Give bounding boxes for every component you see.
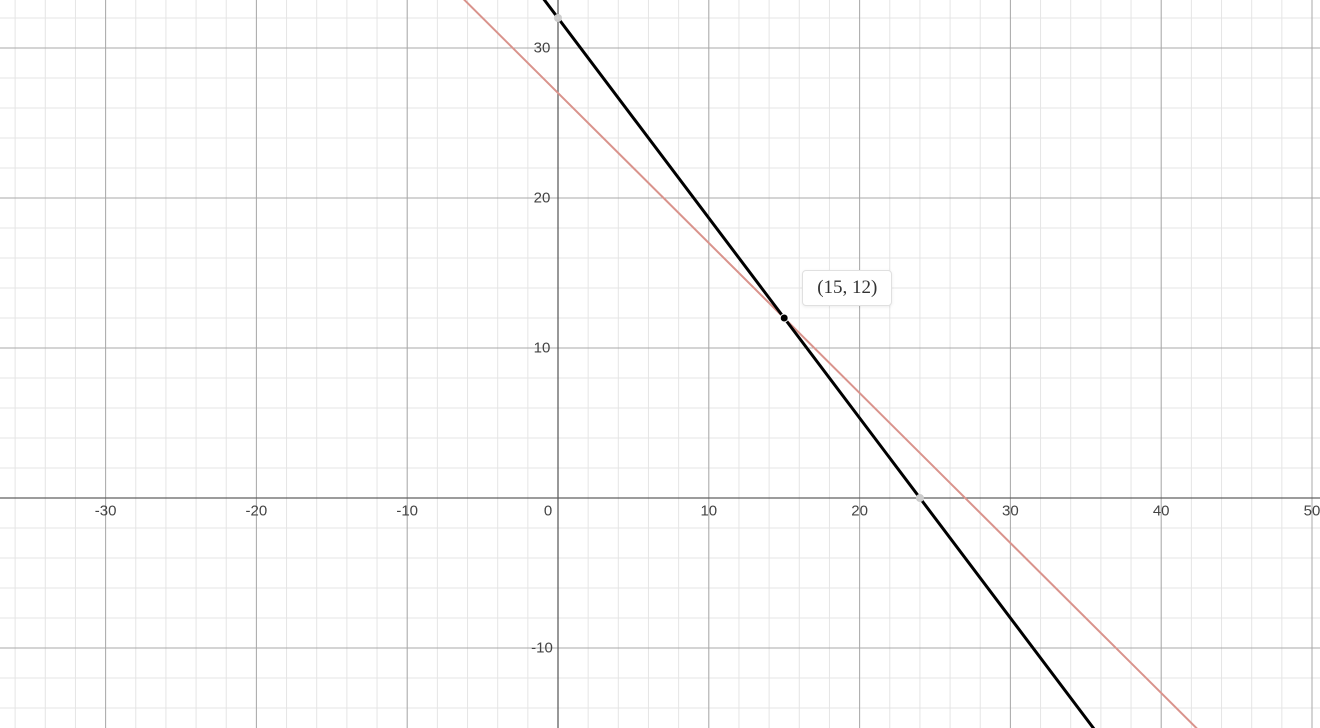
x-tick-30: 30 <box>1002 503 1019 520</box>
y-tick-30: 30 <box>534 40 551 57</box>
line-black <box>0 0 1320 728</box>
origin-label: 0 <box>544 503 552 520</box>
point-coordinate-label: (15, 12) <box>802 270 892 306</box>
faint-point-1 <box>916 494 924 502</box>
y-tick-20: 20 <box>534 190 551 207</box>
x-tick--30: -30 <box>95 503 117 520</box>
x-tick-50: 50 <box>1304 503 1320 520</box>
x-tick-40: 40 <box>1153 503 1170 520</box>
y-tick-10: 10 <box>534 340 551 357</box>
point-label-text: (15, 12) <box>817 277 877 298</box>
x-tick--10: -10 <box>396 503 418 520</box>
x-tick-20: 20 <box>851 503 868 520</box>
line-red <box>0 0 1320 728</box>
coordinate-plane[interactable]: -30 -20 -10 0 10 20 30 40 50 -10 10 20 30 (15, 12) <box>0 0 1320 728</box>
y-tick--10: -10 <box>531 640 553 657</box>
intersection-point <box>780 314 788 322</box>
chart-svg <box>0 0 1320 728</box>
x-tick-10: 10 <box>700 503 717 520</box>
x-tick--20: -20 <box>246 503 268 520</box>
faint-point-0 <box>554 14 562 22</box>
